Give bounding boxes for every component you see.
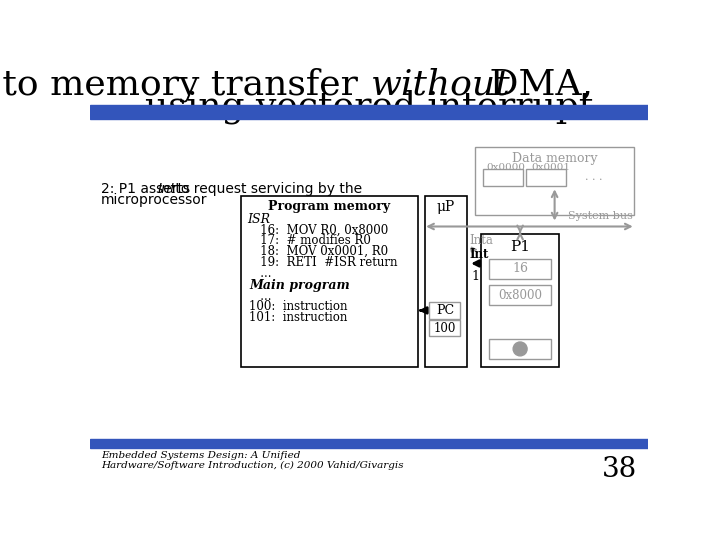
Text: 1: 1	[471, 269, 480, 282]
Text: Program memory: Program memory	[269, 200, 390, 213]
Bar	[489, 339, 551, 359]
Text: 101:  instruction: 101: instruction	[249, 311, 347, 324]
Bar	[526, 168, 566, 186]
Text: to request servicing by the: to request servicing by the	[171, 182, 361, 196]
Text: Int: Int	[158, 182, 176, 196]
Text: DMA,: DMA,	[477, 67, 593, 101]
Text: Inta: Inta	[469, 234, 494, 247]
Bar	[475, 147, 634, 215]
Text: 100:  instruction: 100: instruction	[249, 300, 347, 313]
Text: 38: 38	[602, 456, 637, 483]
Text: P1: P1	[510, 240, 530, 254]
Text: 17:  # modifies R0: 17: # modifies R0	[249, 234, 371, 247]
Bar	[482, 234, 559, 367]
Text: Peripheral to memory transfer: Peripheral to memory transfer	[0, 67, 369, 102]
Circle shape	[513, 342, 527, 356]
Text: 2: P1 asserts: 2: P1 asserts	[101, 182, 194, 196]
Text: Main program: Main program	[249, 279, 350, 292]
Bar	[483, 168, 523, 186]
Bar	[489, 259, 551, 279]
Text: 0x8000: 0x8000	[498, 288, 542, 301]
Text: 100: 100	[433, 322, 456, 335]
Text: without: without	[371, 67, 510, 101]
Text: 0x0000: 0x0000	[487, 163, 526, 172]
Text: ...: ...	[249, 289, 271, 302]
Bar	[489, 285, 551, 305]
Bar	[429, 320, 461, 336]
Text: Hardware/Software Introduction, (c) 2000 Vahid/Givargis: Hardware/Software Introduction, (c) 2000…	[101, 461, 403, 470]
Bar	[90, 439, 648, 448]
Text: 0x0001: 0x0001	[532, 163, 571, 172]
Text: Embedded Systems Design: A Unified: Embedded Systems Design: A Unified	[101, 451, 300, 460]
Text: Data memory: Data memory	[512, 152, 598, 165]
Bar	[241, 195, 418, 367]
Text: μP: μP	[437, 200, 455, 214]
Text: ...: ...	[249, 267, 271, 280]
Text: microprocessor: microprocessor	[101, 193, 207, 207]
Text: 16:  MOV R0, 0x8000: 16: MOV R0, 0x8000	[249, 224, 388, 237]
Text: 19:  RETI  #ISR return: 19: RETI #ISR return	[249, 256, 397, 269]
Text: ISR: ISR	[248, 213, 270, 226]
Text: 16: 16	[512, 262, 528, 275]
Text: . . .: . . .	[585, 172, 603, 182]
Text: 18:  MOV 0x0001, R0: 18: MOV 0x0001, R0	[249, 245, 388, 258]
Bar	[429, 302, 461, 319]
Text: Int: Int	[469, 248, 489, 261]
Text: System bus: System bus	[567, 211, 632, 221]
Bar	[90, 105, 648, 119]
Text: using vectored interrupt: using vectored interrupt	[145, 90, 593, 124]
Bar	[425, 195, 467, 367]
Text: PC: PC	[436, 304, 454, 317]
